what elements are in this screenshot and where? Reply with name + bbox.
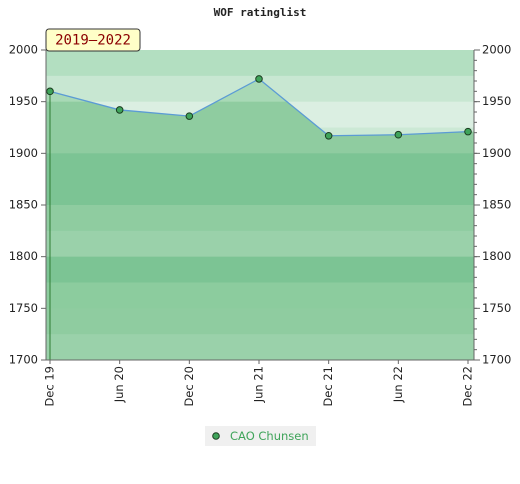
plot bbox=[46, 75, 472, 360]
y-tick-label: 2000 bbox=[9, 43, 38, 57]
x-tick-label: Dec 22 bbox=[461, 366, 475, 407]
stripe bbox=[46, 230, 474, 258]
x-tick-label: Jun 22 bbox=[391, 366, 405, 403]
period-badge bbox=[45, 28, 141, 52]
y2-tick-label: 1950 bbox=[482, 94, 511, 108]
point bbox=[115, 106, 124, 114]
legend-label: CAO Chunsen bbox=[230, 429, 309, 443]
chart-title: WOF ratinglist bbox=[214, 6, 307, 19]
point bbox=[464, 127, 472, 136]
y2-tick-label: 1800 bbox=[482, 249, 511, 263]
y-tick-label: 1900 bbox=[9, 146, 38, 160]
y-tick-label: 1700 bbox=[9, 353, 38, 367]
x-tick-label: Jun 21 bbox=[252, 366, 266, 403]
x-tick-label: Dec 19 bbox=[43, 366, 57, 407]
x-tick-label: Jun 20 bbox=[112, 366, 126, 403]
x-tick-label: Dec 20 bbox=[182, 366, 196, 407]
point bbox=[46, 87, 54, 96]
period-label: 2019–2022 bbox=[55, 33, 131, 49]
y-tick-label: 1850 bbox=[9, 198, 38, 212]
legend-marker bbox=[212, 432, 220, 440]
y2-tick-label: 1850 bbox=[482, 198, 511, 212]
stripe bbox=[46, 256, 474, 283]
stripe bbox=[46, 179, 474, 206]
y-tick-label: 1950 bbox=[9, 94, 38, 108]
point bbox=[324, 131, 333, 140]
stripe bbox=[46, 308, 474, 335]
legend bbox=[205, 426, 316, 446]
point bbox=[255, 75, 263, 83]
y2-tick-label: 1900 bbox=[482, 146, 511, 160]
point bbox=[185, 112, 194, 120]
stripe bbox=[46, 50, 474, 77]
stripe bbox=[46, 205, 474, 232]
stripe bbox=[46, 153, 474, 180]
y2-tick-label: 2000 bbox=[482, 43, 511, 57]
y2-tick-label: 1750 bbox=[482, 301, 511, 315]
y2-tick-label: 1700 bbox=[482, 353, 511, 367]
y-tick-label: 1800 bbox=[9, 249, 38, 263]
stripe bbox=[46, 282, 474, 309]
point bbox=[394, 130, 403, 139]
stripe bbox=[46, 334, 474, 360]
x-tick-label: Dec 21 bbox=[321, 366, 335, 407]
y-tick-label: 1750 bbox=[9, 301, 38, 315]
plot-background bbox=[46, 50, 474, 361]
